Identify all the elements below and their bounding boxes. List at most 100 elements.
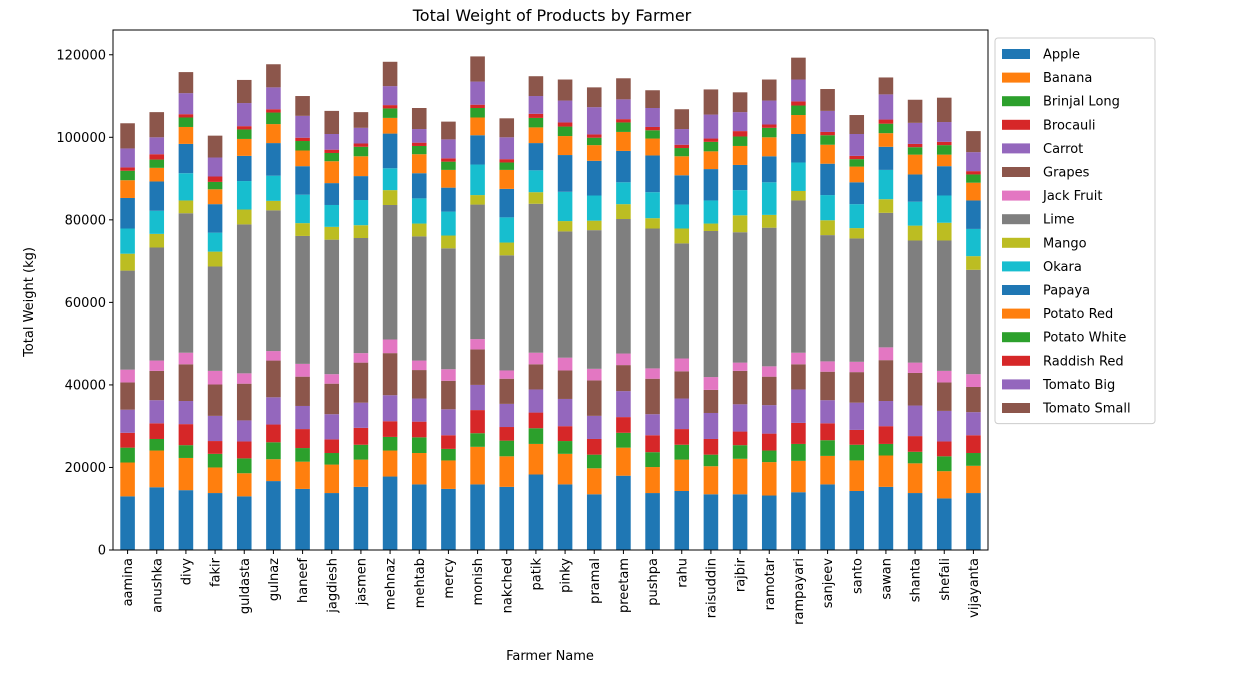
x-tick-label: rajbir <box>734 557 749 592</box>
bar-segment <box>907 436 923 452</box>
plot-frame <box>112 29 989 551</box>
bar-segment <box>791 460 806 493</box>
bar-segment <box>441 488 456 550</box>
bar-segment <box>878 77 894 95</box>
x-axis-label: Farmer Name <box>506 649 594 664</box>
bar-segment <box>499 378 515 404</box>
bar-segment <box>266 351 281 361</box>
bar-segment <box>645 452 660 468</box>
bar-segment <box>470 446 485 485</box>
bar-segment <box>266 112 281 125</box>
bar-segment <box>586 220 602 231</box>
bar-segment <box>557 155 573 192</box>
bar-segment <box>295 376 310 406</box>
x-tick-label: santo <box>850 558 865 594</box>
bar-segment <box>616 417 631 433</box>
bar-segment <box>178 143 194 174</box>
bar-segment <box>645 218 660 229</box>
bar-segment <box>266 424 281 443</box>
bar-segment <box>907 451 923 464</box>
bar-segment <box>616 447 631 476</box>
bar-segment <box>120 382 135 410</box>
bar-segment <box>149 400 165 424</box>
bar-segment <box>791 57 806 80</box>
bar-segment <box>586 368 602 381</box>
bar-segment <box>236 209 252 225</box>
x-tick-label: shefali <box>938 558 953 601</box>
y-axis-label: Total Weight (kg) <box>22 247 37 358</box>
bar-segment <box>645 414 660 436</box>
bar-segment <box>528 143 544 171</box>
bar-segment <box>878 94 894 120</box>
bar-segment <box>645 378 660 415</box>
bar-segment <box>645 155 660 193</box>
legend-swatch <box>1002 403 1030 413</box>
bar-segment <box>470 384 485 411</box>
bar-segment <box>791 364 806 390</box>
bar-segment <box>849 134 865 156</box>
bar-segment <box>703 389 719 413</box>
bar-segment <box>353 156 369 177</box>
bar-segment <box>674 371 690 399</box>
bar-segment <box>557 231 573 358</box>
bar-segment <box>353 353 369 363</box>
bar-segment <box>616 219 631 354</box>
bar-segment <box>266 200 281 211</box>
bar-segment <box>266 442 281 460</box>
legend-swatch <box>1002 49 1030 59</box>
bar-segment <box>645 228 660 369</box>
x-tick-label: fakir <box>209 557 224 587</box>
bar-segment <box>207 176 223 182</box>
bar-segment <box>936 456 952 472</box>
bar-segment <box>207 453 223 468</box>
bar-segment <box>820 484 835 550</box>
bar-segment <box>616 119 631 123</box>
bar-segment <box>966 465 981 494</box>
bar-segment <box>499 162 515 170</box>
bar-segment <box>353 362 369 403</box>
bar-segment <box>761 214 777 228</box>
bar-segment <box>411 142 427 146</box>
bar-segment <box>324 226 340 240</box>
bar-segment <box>207 189 223 205</box>
bar-segment <box>966 182 981 201</box>
bar-segment <box>732 131 748 137</box>
bar-segment <box>820 371 835 401</box>
bar-segment <box>732 494 748 550</box>
bar-segment <box>703 114 719 139</box>
bar-segment <box>236 126 252 130</box>
bar-segment <box>936 141 952 146</box>
bar-segment <box>820 135 835 145</box>
bar-segment <box>703 200 719 224</box>
bar-segment <box>295 166 310 195</box>
bar-segment <box>586 145 602 161</box>
bar-segment <box>878 199 894 213</box>
bar-segment <box>674 490 690 550</box>
bar-segment <box>470 164 485 196</box>
bar-segment <box>149 181 165 211</box>
x-tick-label: ramotar <box>763 557 778 610</box>
bar-segment <box>528 127 544 144</box>
bar-segment <box>411 129 427 143</box>
x-tick-label: shanta <box>909 558 924 602</box>
bar-segment <box>732 404 748 432</box>
bar-segment <box>149 137 165 155</box>
bar-segment <box>528 364 544 390</box>
bar-segment <box>149 247 165 361</box>
bar-segment <box>761 156 777 183</box>
bar-segment <box>878 169 894 200</box>
bar-segment <box>236 441 252 459</box>
bar-segment <box>207 384 223 416</box>
bar-segment <box>616 365 631 392</box>
bar-segment <box>820 440 835 456</box>
x-tick-label: pushpa <box>646 558 661 606</box>
bar-segment <box>878 426 894 444</box>
x-tick-label: mercy <box>442 558 457 599</box>
legend-label: Jack Fruit <box>1042 189 1102 204</box>
bar-segment <box>470 135 485 165</box>
legend-swatch <box>1002 355 1030 366</box>
bar-segment <box>586 160 602 196</box>
bar-segment <box>236 138 252 156</box>
bar-segment <box>674 109 690 130</box>
bar-segment <box>441 248 456 370</box>
